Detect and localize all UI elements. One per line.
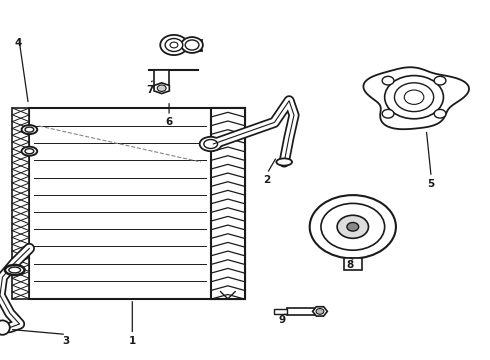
Text: 7: 7 — [146, 85, 153, 95]
Text: 8: 8 — [347, 260, 354, 270]
Circle shape — [347, 222, 359, 231]
Text: 6: 6 — [166, 117, 172, 127]
Ellipse shape — [9, 267, 21, 273]
Ellipse shape — [22, 147, 37, 156]
Circle shape — [181, 37, 203, 53]
Polygon shape — [364, 67, 469, 129]
Bar — [274, 309, 287, 314]
Bar — [344, 258, 362, 270]
Ellipse shape — [276, 158, 292, 166]
Text: 1: 1 — [129, 336, 136, 346]
Circle shape — [434, 109, 446, 118]
Polygon shape — [154, 83, 170, 94]
Circle shape — [337, 215, 368, 238]
Text: 3: 3 — [63, 336, 70, 346]
Circle shape — [385, 76, 443, 119]
Text: 9: 9 — [278, 315, 285, 325]
Circle shape — [404, 90, 424, 104]
Circle shape — [382, 76, 394, 85]
Bar — [12, 108, 29, 299]
Ellipse shape — [200, 137, 221, 151]
Circle shape — [382, 109, 394, 118]
Ellipse shape — [25, 149, 34, 154]
Circle shape — [321, 203, 385, 250]
Bar — [211, 108, 245, 299]
Ellipse shape — [204, 139, 218, 148]
Ellipse shape — [0, 320, 10, 335]
Text: 2: 2 — [264, 175, 270, 185]
Bar — [154, 70, 169, 88]
Circle shape — [310, 195, 396, 258]
Bar — [29, 108, 245, 299]
Text: 5: 5 — [428, 179, 435, 189]
Ellipse shape — [25, 127, 34, 132]
Circle shape — [434, 76, 446, 85]
Circle shape — [157, 85, 166, 91]
Bar — [287, 308, 315, 315]
Circle shape — [394, 83, 434, 112]
Ellipse shape — [5, 265, 24, 275]
Circle shape — [165, 39, 183, 51]
Circle shape — [160, 35, 188, 55]
Text: 4: 4 — [15, 38, 23, 48]
Circle shape — [316, 309, 324, 314]
Circle shape — [185, 40, 199, 50]
Circle shape — [170, 42, 178, 48]
Polygon shape — [313, 307, 327, 316]
Ellipse shape — [22, 125, 37, 134]
